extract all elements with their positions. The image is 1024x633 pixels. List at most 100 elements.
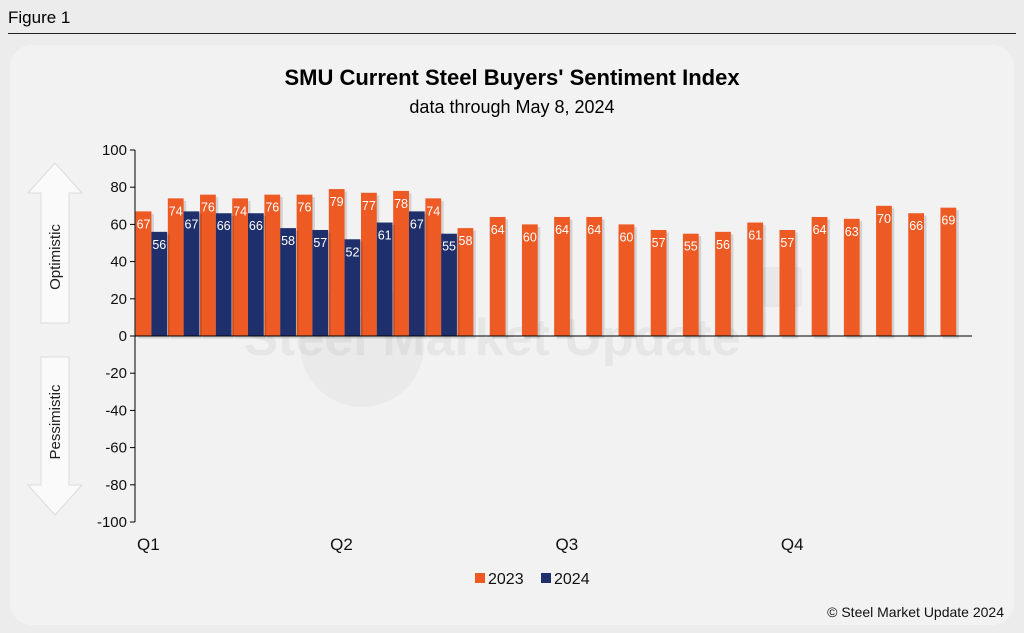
bar-2023-24: [876, 205, 892, 336]
optimistic-label: Optimistic: [47, 224, 64, 290]
data-label-2023-15: 64: [587, 223, 601, 237]
x-group-label-q3: Q3: [556, 535, 579, 554]
bar-2023-21: [779, 229, 796, 336]
bar-2024-4: [247, 213, 264, 336]
optimistic-arrow-icon: [26, 162, 84, 324]
x-group-label-q1: Q1: [137, 535, 160, 554]
bar-2023-14: [554, 216, 570, 336]
bar-2024-1: [151, 231, 168, 336]
data-label-2024-10: 55: [442, 240, 456, 254]
bar-2023-8: [360, 192, 377, 336]
axes-layer: 100 80 60 40 20 0 -20 -40 -60 -80 -100 Q1 Q2 Q3 Q4: [97, 142, 972, 554]
data-label-2023-25: 66: [909, 219, 923, 233]
y-tick-label: 100: [102, 142, 127, 159]
legend-swatch-2024: [541, 573, 551, 583]
data-label-2023-17: 57: [652, 236, 666, 250]
data-label-2024-8: 61: [378, 229, 392, 243]
y-tick-label: -20: [105, 365, 127, 382]
y-tick-label: 20: [110, 291, 127, 308]
data-label-2023-1: 67: [137, 217, 151, 231]
y-tick-label: -40: [105, 402, 127, 419]
data-label-2023-12: 64: [491, 223, 505, 237]
bar-2023-7: [328, 189, 345, 336]
legend-label-2023: 2023: [488, 571, 524, 588]
data-label-2024-2: 67: [185, 217, 199, 231]
bar-2023-13: [521, 224, 538, 336]
pessimistic-arrow-icon: [26, 356, 84, 516]
bar-2023-9: [393, 190, 409, 336]
y-tick-label: -100: [97, 514, 127, 531]
data-label-2024-4: 66: [249, 219, 263, 233]
data-label-2023-3: 76: [201, 201, 215, 215]
bar-2023-19: [715, 231, 731, 336]
data-label-2023-23: 63: [845, 225, 859, 239]
data-label-2023-11: 58: [459, 234, 473, 248]
sentiment-chart: SMU Current Steel Buyers' Sentiment Inde…: [26, 65, 1004, 620]
bar-2023-20: [747, 222, 764, 336]
bar-2023-18: [682, 233, 699, 336]
x-group-label-q2: Q2: [330, 535, 353, 554]
bar-2024-3: [215, 213, 232, 336]
data-label-2023-6: 76: [298, 201, 312, 215]
x-group-label-q4: Q4: [781, 535, 804, 554]
bar-2023-1: [135, 211, 152, 336]
data-label-2023-16: 60: [619, 230, 633, 244]
bar-2023-12: [489, 216, 506, 336]
data-label-2024-3: 66: [217, 219, 231, 233]
data-label-2024-1: 56: [152, 238, 166, 252]
chart-panel: SMU Current Steel Buyers' Sentiment Inde…: [10, 45, 1014, 625]
bar-2024-10: [441, 233, 457, 336]
y-tick-label: 80: [110, 179, 127, 196]
legend: 2023 2024: [475, 571, 590, 588]
bar-2023-17: [650, 229, 667, 336]
data-label-2023-21: 57: [780, 236, 794, 250]
header-rule: [8, 33, 1016, 34]
y-tick-label: -60: [105, 440, 127, 457]
y-tick-label: 60: [110, 216, 127, 233]
data-label-2023-9: 78: [394, 197, 408, 211]
bar-2024-5: [280, 228, 296, 336]
data-label-2024-7: 52: [346, 245, 360, 259]
data-label-2023-18: 55: [684, 240, 698, 254]
sentiment-arrows: Optimistic Pessimistic: [26, 162, 84, 516]
data-label-2023-5: 76: [265, 201, 279, 215]
bar-2023-15: [586, 216, 603, 336]
data-label-2024-5: 58: [281, 234, 295, 248]
bar-2023-5: [264, 194, 281, 336]
chart-title: SMU Current Steel Buyers' Sentiment Inde…: [284, 65, 740, 90]
bar-2024-7: [344, 239, 361, 336]
bar-2024-8: [376, 222, 393, 336]
data-label-2023-10: 74: [426, 204, 440, 218]
copyright-text: © Steel Market Update 2024: [827, 604, 1004, 620]
data-label-2023-22: 64: [813, 223, 827, 237]
bar-2023-23: [843, 218, 860, 336]
data-label-2023-2: 74: [169, 204, 183, 218]
data-label-2023-13: 60: [523, 230, 537, 244]
bar-2023-25: [908, 213, 925, 336]
legend-swatch-2023: [475, 573, 485, 583]
bar-2023-6: [296, 194, 313, 336]
y-tick-label: -80: [105, 477, 127, 494]
figure-label: Figure 1: [8, 8, 71, 27]
bar-2023-3: [200, 194, 216, 336]
data-label-2024-6: 57: [313, 236, 327, 250]
bar-2024-2: [183, 211, 200, 336]
data-label-2023-19: 56: [716, 238, 730, 252]
y-tick-label: 40: [110, 254, 127, 271]
data-label-2023-8: 77: [362, 199, 376, 213]
data-label-2023-24: 70: [877, 212, 891, 226]
bar-2023-11: [457, 228, 474, 336]
data-label-2023-4: 74: [233, 204, 247, 218]
bar-2023-16: [618, 224, 635, 336]
y-tick-label: 0: [119, 328, 127, 345]
data-label-2023-26: 69: [941, 214, 955, 228]
bar-2024-9: [408, 211, 425, 336]
data-label-2023-14: 64: [555, 223, 569, 237]
data-label-2023-20: 61: [748, 229, 762, 243]
chart-subtitle: data through May 8, 2024: [409, 97, 614, 117]
bar-2024-6: [312, 229, 329, 336]
bar-2023-22: [811, 216, 828, 336]
legend-label-2024: 2024: [554, 571, 590, 588]
data-label-2024-9: 67: [410, 217, 424, 231]
